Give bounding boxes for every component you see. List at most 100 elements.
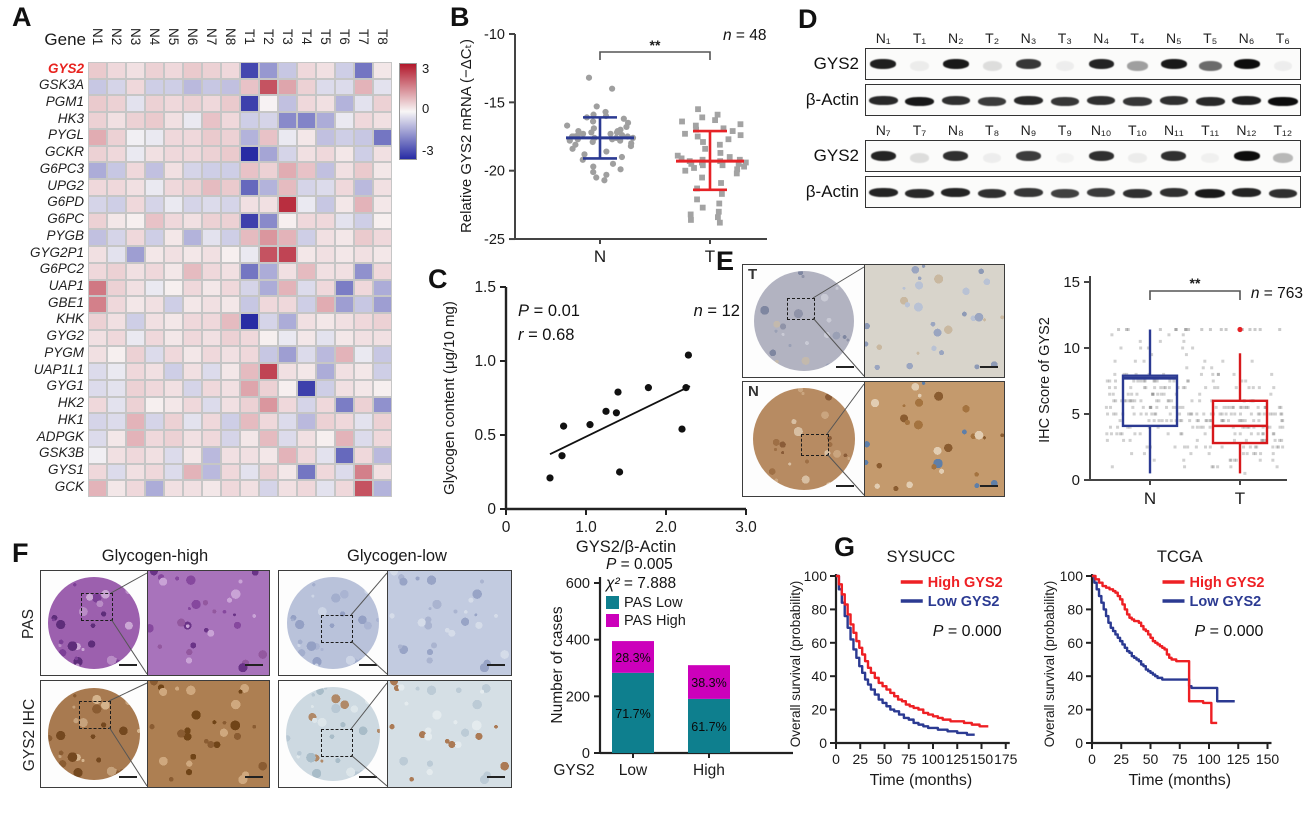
e-jitter-dot (1275, 465, 1279, 469)
heatmap-col-header: N4 (147, 28, 162, 46)
blot-band (1231, 187, 1262, 197)
f-percent-label: 71.7% (615, 707, 650, 721)
e-jitter-dot (1241, 452, 1245, 456)
heatmap-cell (221, 430, 240, 447)
heatmap-cell (126, 413, 145, 431)
b-dot-n (607, 130, 614, 137)
b-dot-n (564, 122, 571, 129)
heatmap-cell (240, 246, 259, 263)
heatmap-cell (316, 246, 335, 263)
e-jitter-dot (1271, 432, 1275, 436)
blot-band (910, 60, 929, 71)
heatmap-cell (335, 229, 354, 247)
heatmap-cell (164, 446, 183, 464)
b-dot-t (678, 155, 685, 162)
heatmap-cell (126, 229, 145, 247)
heatmap-cell (278, 195, 297, 213)
km-y-tick: 100 (804, 568, 828, 584)
e-jitter-dot (1182, 339, 1186, 343)
km-y-tick: 20 (1067, 702, 1083, 718)
e-outlier (1237, 326, 1243, 333)
b-dot-n (603, 171, 610, 178)
heatmap-cell (183, 262, 202, 280)
blot-band (1272, 152, 1294, 163)
heatmap-cell (202, 112, 221, 129)
heatmap-gene-label: G6PC2 (39, 261, 84, 277)
e-jitter-dot (1195, 425, 1199, 429)
c-point (546, 474, 554, 482)
heatmap-cell (354, 480, 373, 497)
blot-lane-label: N₁₀ (1090, 122, 1112, 138)
heatmap-cell (221, 312, 240, 330)
heatmap-cell (88, 413, 107, 431)
c-x-tick: 1.0 (575, 519, 597, 536)
b-dot-t (718, 191, 725, 197)
b-dot-t (715, 214, 721, 221)
c-y-tick: 1.5 (474, 279, 496, 296)
blot-lane-label: T₃ (1057, 30, 1072, 46)
e-jitter-dot (1183, 465, 1187, 469)
blot-lane-label: T₈ (984, 122, 1000, 138)
c-point (602, 407, 610, 415)
blot-lane-label: N₃ (1020, 30, 1037, 46)
heatmap-cell (164, 413, 183, 431)
heatmap-cell (88, 480, 107, 497)
heatmap-cell (88, 112, 107, 129)
e-jitter-dot (1261, 425, 1265, 429)
heatmap-cell (316, 62, 335, 79)
km-p-label: P = 0.000 (1195, 623, 1264, 640)
e-jitter-dot (1186, 379, 1190, 383)
km-curve-high (1092, 574, 1218, 725)
e-jitter-dot (1157, 399, 1161, 403)
heatmap-cell (164, 312, 183, 330)
e-jitter-dot (1182, 458, 1186, 462)
heatmap-cell (145, 329, 164, 347)
km-y-tick: 0 (1075, 735, 1083, 751)
heatmap-cell (107, 363, 126, 380)
scale-bar (836, 366, 854, 368)
heatmap-cell (202, 329, 221, 347)
heatmap-gene-label: PYGL (47, 127, 84, 143)
heatmap-cell (126, 95, 145, 113)
heatmap-cell (335, 112, 354, 129)
tissue-tile-f_pas_high (40, 570, 270, 676)
b-dot-t (699, 204, 706, 211)
e-jitter-dot (1273, 438, 1277, 442)
b-dot-t (742, 159, 749, 166)
e-jitter-dot (1167, 386, 1171, 390)
e-jitter-dot (1276, 445, 1280, 449)
heatmap-cell (373, 379, 392, 397)
heatmap-cell (278, 379, 297, 397)
heatmap-cell (126, 430, 145, 447)
heatmap-cell (335, 430, 354, 447)
heatmap-cell (107, 112, 126, 129)
c-y-tick: 0.5 (474, 427, 496, 444)
b-dot-t (716, 219, 723, 226)
heatmap-cell (316, 346, 335, 364)
heatmap-cell (164, 128, 183, 146)
heatmap-cell (221, 296, 240, 313)
e-jitter-dot (1122, 438, 1126, 442)
km-y-tick: 100 (1060, 568, 1084, 584)
e-jitter-dot (1198, 399, 1202, 403)
heatmap-cell (240, 296, 259, 313)
b-dot-t (695, 106, 701, 113)
heatmap-cell (373, 413, 392, 431)
heatmap-cell (316, 112, 335, 129)
heatmap-cell (354, 329, 373, 347)
blot-band (1128, 152, 1147, 163)
heatmap-cell (183, 95, 202, 113)
heatmap-cell (240, 179, 259, 196)
blot-band (904, 97, 935, 107)
e-jitter-dot (1113, 386, 1117, 390)
e-jitter-dot (1126, 425, 1130, 429)
e-jitter-dot (1138, 339, 1142, 343)
e-jitter-dot (1186, 379, 1190, 383)
e-jitter-dot (1162, 392, 1166, 396)
heatmap-cell (202, 246, 221, 263)
heatmap-cell (145, 195, 164, 213)
e-jitter-dot (1199, 372, 1203, 376)
heatmap-col-header: T6 (337, 29, 352, 45)
heatmap-cell (221, 480, 240, 497)
blot-lane-label: T₇ (912, 122, 927, 138)
